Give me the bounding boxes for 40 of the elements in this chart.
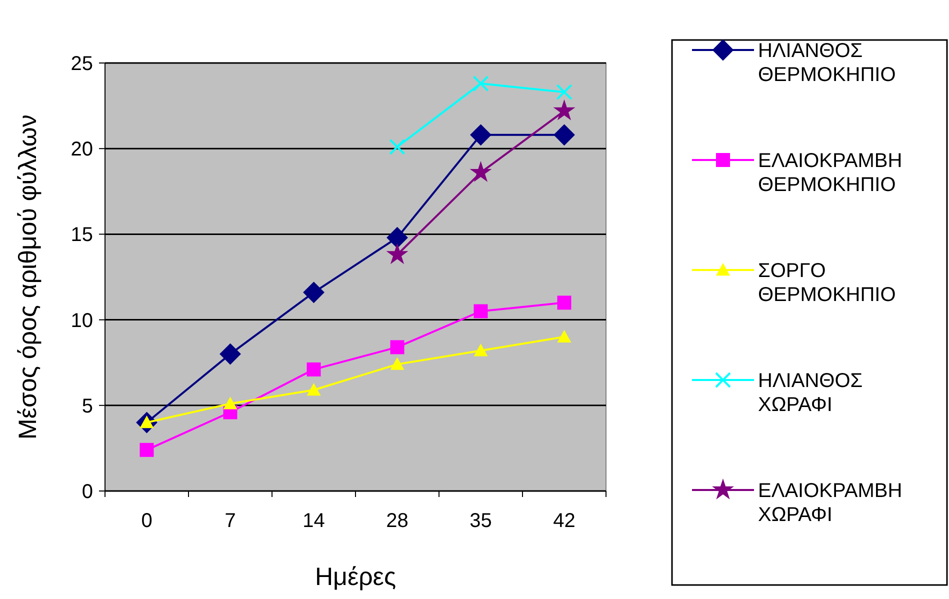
point [557,296,572,310]
y-tick-label: 5 [82,395,93,418]
x-tick-label: 14 [302,510,325,532]
point [553,99,576,120]
legend-label: ΗΛΙΑΝΘΟΣ ΧΩΡΑΦΙ [758,370,863,416]
point [390,340,404,354]
point [474,344,488,356]
y-tick-label: 20 [70,138,93,161]
point [557,330,572,343]
y-tick-label: 25 [70,53,93,75]
point [223,396,238,410]
legend-label: ΕΛΑΙΟΚΡΑΜΒΗ ΘΕΡΜΟΚΗΠΙΟ [758,150,902,196]
legend-label: ΕΛΑΙΟΚΡΑΜΒΗ ΧΩΡΑΦΙ [758,480,902,526]
x-tick-label: 28 [386,510,408,532]
point [474,304,488,318]
point [306,362,321,376]
x-tick-label: 0 [141,510,152,532]
point [470,124,492,146]
y-tick-label: 15 [70,224,93,246]
x-tick-label: 7 [224,510,236,532]
point [386,227,408,248]
point [470,161,492,182]
point [306,382,321,396]
point [390,357,404,370]
point [556,84,572,100]
point [220,344,241,365]
point [386,243,408,264]
point [303,282,324,303]
y-tick-label: 0 [82,481,93,503]
y-tick-label: 10 [70,310,93,332]
x-tick-label: 35 [470,510,492,532]
point [554,124,575,146]
point [389,138,406,155]
legend-label: ΣΟΡΓΟ ΘΕΡΜΟΚΗΠΙΟ [758,260,896,306]
point [472,76,489,92]
point [140,442,154,457]
y-axis-title: Μέσος όρος αριθμού φύλλων [14,114,42,440]
x-axis-title: Ημέρες [314,563,396,591]
x-tick-label: 42 [553,510,576,532]
legend-label: ΗΛΙΑΝΘΟΣ ΘΕΡΜΟΚΗΠΙΟ [758,40,896,86]
